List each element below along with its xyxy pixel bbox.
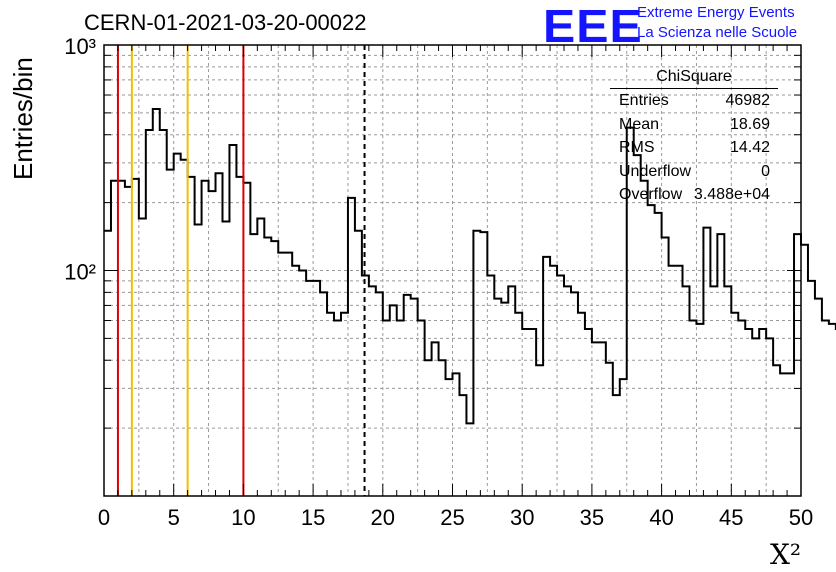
stats-row-entries: Entries 46982 xyxy=(610,91,778,115)
logo-line-1: Extreme Energy Events xyxy=(637,4,795,21)
x-tick-label: 15 xyxy=(301,505,325,530)
stats-row-overflow: Overflow 3.488e+04 xyxy=(610,185,778,209)
stats-key: Underflow xyxy=(619,162,692,180)
stats-row-mean: Mean 18.69 xyxy=(610,115,778,139)
x-tick-label: 5 xyxy=(168,505,180,530)
x-tick-label: 0 xyxy=(98,505,110,530)
eee-logo: EEE xyxy=(543,0,643,52)
stats-value: 46982 xyxy=(725,92,771,109)
x-tick-label: 45 xyxy=(719,505,743,530)
x-tick-label: 20 xyxy=(371,505,395,530)
chart-title: CERN-01-2021-03-20-00022 xyxy=(84,10,367,35)
stats-row-rms: RMS 14.42 xyxy=(610,138,778,162)
x-tick-label: 40 xyxy=(649,505,673,530)
y-axis-label: Entries/bin xyxy=(8,57,38,180)
stats-row-underflow: Underflow 0 xyxy=(610,162,778,186)
histogram-line xyxy=(104,108,836,425)
stats-value: 14.42 xyxy=(729,139,770,156)
y-tick-label: 10² xyxy=(64,260,96,285)
stats-title: ChiSquare xyxy=(610,68,778,89)
stats-box: ChiSquare Entries 46982 Mean 18.69 RMS 1… xyxy=(610,68,778,209)
x-axis-label: X² xyxy=(770,538,802,571)
x-tick-label: 30 xyxy=(510,505,534,530)
x-tick-label: 25 xyxy=(440,505,464,530)
x-tick-label: 10 xyxy=(231,505,255,530)
logo-line-2: La Scienza nelle Scuole xyxy=(637,24,798,41)
stats-key: Entries xyxy=(619,92,669,109)
stats-value: 18.69 xyxy=(729,115,770,133)
x-tick-label: 35 xyxy=(580,505,604,530)
stats-value: 3.488e+04 xyxy=(693,186,770,203)
stats-key: Mean xyxy=(619,115,660,133)
y-tick-label: 10³ xyxy=(64,34,96,59)
stats-value: 0 xyxy=(761,162,770,180)
x-tick-label: 50 xyxy=(789,505,813,530)
stats-key: Overflow xyxy=(619,186,683,203)
stats-key: RMS xyxy=(619,139,655,156)
